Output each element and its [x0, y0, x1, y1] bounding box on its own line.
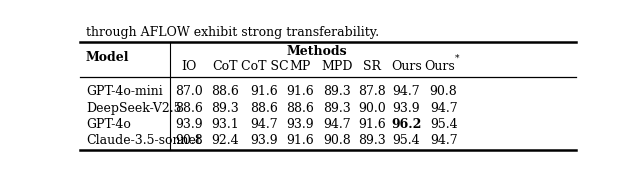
Text: 94.7: 94.7: [429, 134, 458, 147]
Text: 93.9: 93.9: [175, 118, 203, 131]
Text: 94.7: 94.7: [323, 118, 351, 131]
Text: Ours: Ours: [391, 60, 422, 73]
Text: 89.3: 89.3: [358, 134, 385, 147]
Text: 95.4: 95.4: [392, 134, 420, 147]
Text: *: *: [454, 54, 460, 63]
Text: SR: SR: [363, 60, 381, 73]
Text: 95.4: 95.4: [429, 118, 458, 131]
Text: 93.9: 93.9: [251, 134, 278, 147]
Text: GPT-4o-mini: GPT-4o-mini: [86, 85, 163, 98]
Text: Methods: Methods: [286, 45, 347, 58]
Text: Ours: Ours: [425, 60, 456, 73]
Text: 94.7: 94.7: [251, 118, 278, 131]
Text: GPT-4o: GPT-4o: [86, 118, 131, 131]
Text: 89.3: 89.3: [323, 85, 351, 98]
Text: CoT: CoT: [212, 60, 237, 73]
Text: 94.7: 94.7: [392, 85, 420, 98]
Text: MP: MP: [289, 60, 310, 73]
Text: 93.9: 93.9: [286, 118, 314, 131]
Text: 92.4: 92.4: [211, 134, 239, 147]
Text: 90.8: 90.8: [175, 134, 203, 147]
Text: 87.0: 87.0: [175, 85, 203, 98]
Text: through AFLOW exhibit strong transferability.: through AFLOW exhibit strong transferabi…: [86, 26, 379, 39]
Text: 91.6: 91.6: [358, 118, 385, 131]
Text: 89.3: 89.3: [211, 102, 239, 115]
Text: IO: IO: [181, 60, 197, 73]
Text: DeepSeek-V2.5: DeepSeek-V2.5: [86, 102, 182, 115]
Text: 88.6: 88.6: [175, 102, 203, 115]
Text: CoT SC: CoT SC: [241, 60, 289, 73]
Text: 91.6: 91.6: [286, 134, 314, 147]
Text: 96.2: 96.2: [391, 118, 422, 131]
Text: 94.7: 94.7: [429, 102, 458, 115]
Text: 93.1: 93.1: [211, 118, 239, 131]
Text: 87.8: 87.8: [358, 85, 385, 98]
Text: 91.6: 91.6: [286, 85, 314, 98]
Text: Claude-3.5-sonnet: Claude-3.5-sonnet: [86, 134, 201, 147]
Text: 88.6: 88.6: [251, 102, 278, 115]
Text: 91.6: 91.6: [251, 85, 278, 98]
Text: MPD: MPD: [321, 60, 353, 73]
Text: 89.3: 89.3: [323, 102, 351, 115]
Text: 90.0: 90.0: [358, 102, 385, 115]
Text: 90.8: 90.8: [323, 134, 351, 147]
Text: 93.9: 93.9: [392, 102, 420, 115]
Text: Model: Model: [86, 51, 129, 64]
Text: 88.6: 88.6: [211, 85, 239, 98]
Text: 90.8: 90.8: [429, 85, 458, 98]
Text: 88.6: 88.6: [286, 102, 314, 115]
